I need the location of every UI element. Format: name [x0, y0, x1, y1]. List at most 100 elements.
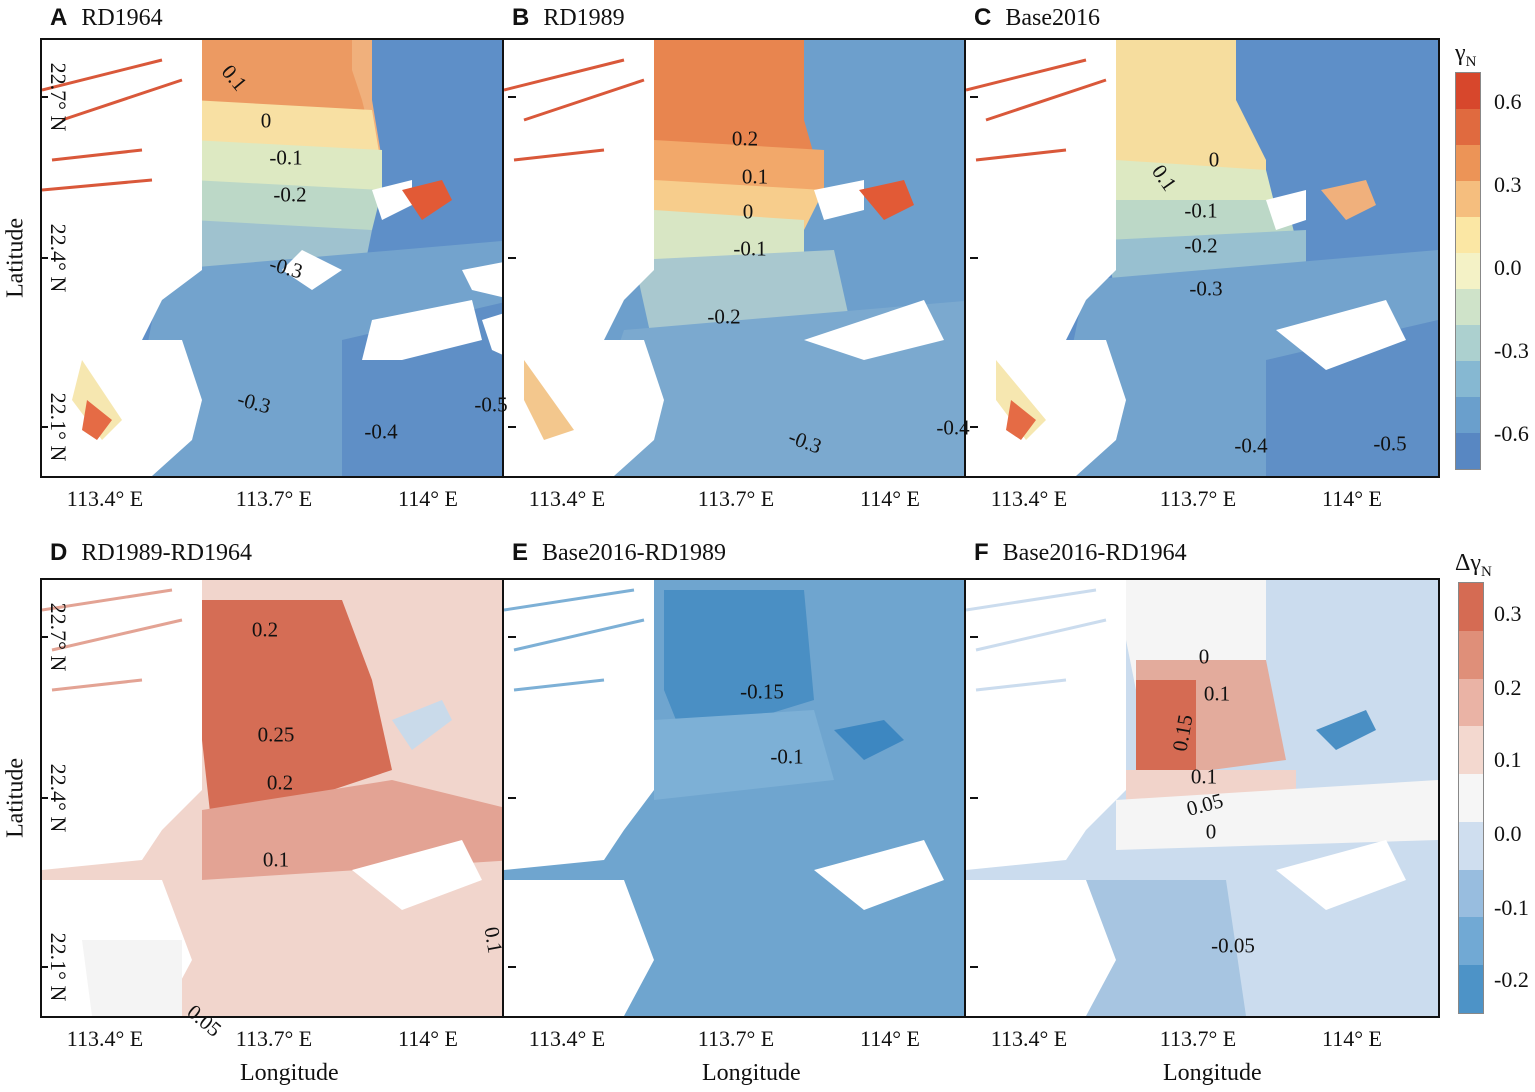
map-f — [966, 580, 1438, 1016]
colorbar-segment — [1456, 217, 1480, 253]
colorbar-segment — [1459, 726, 1483, 775]
y-tick-mark — [970, 636, 978, 638]
x-tick: 114° E — [1322, 486, 1382, 511]
colorbar-segment — [1456, 253, 1480, 289]
contour-label: -0.4 — [936, 415, 970, 440]
y-tick-mark — [508, 797, 516, 799]
colorbar-tick: -0.6 — [1494, 421, 1529, 446]
y-tick: 22.1° N — [46, 932, 71, 1002]
y-tick: 22.7° N — [46, 602, 71, 672]
contour-label: 0.1 — [741, 164, 769, 189]
colorbar-segment — [1456, 73, 1480, 109]
y-tick-mark — [970, 96, 978, 98]
panel-title-text: RD1989 — [543, 5, 625, 31]
y-tick: 22.4° N — [46, 223, 71, 293]
y-tick: 22.1° N — [46, 392, 71, 462]
colorbar-tick: 0.0 — [1494, 255, 1522, 280]
contour-label: 0 — [1205, 819, 1217, 844]
map-panel-b — [502, 38, 978, 478]
x-tick: 113.7° E — [235, 1026, 313, 1051]
contour-label: 0.2 — [266, 770, 294, 795]
panel-e-title: E Base2016-RD1989 — [512, 539, 726, 567]
colorbar-top — [1455, 72, 1481, 470]
contour-label: -0.4 — [1234, 433, 1268, 458]
y-tick: 22.4° N — [46, 763, 71, 833]
colorbar-symbol: Δγ — [1455, 550, 1482, 576]
colorbar-subscript: N — [1481, 563, 1492, 580]
x-tick: 113.4° E — [66, 486, 144, 511]
x-tick: 114° E — [860, 486, 920, 511]
x-tick: 114° E — [398, 1026, 458, 1051]
contour-label: 0.25 — [257, 722, 295, 747]
panel-f-title: F Base2016-RD1964 — [974, 539, 1187, 567]
colorbar-segment — [1459, 583, 1483, 631]
colorbar-segment — [1459, 678, 1483, 727]
colorbar-segment — [1459, 965, 1483, 1013]
panel-letter: E — [512, 539, 529, 566]
contour-label: -0.05 — [1211, 933, 1255, 958]
panel-title-text: RD1989-RD1964 — [81, 540, 253, 566]
colorbar-symbol: γ — [1455, 40, 1466, 66]
contour-label: -0.5 — [1373, 431, 1407, 456]
contour-label: 0.2 — [251, 617, 279, 642]
x-tick: 113.4° E — [990, 486, 1068, 511]
panel-title-text: Base2016-RD1964 — [1002, 540, 1187, 566]
y-tick-mark — [508, 96, 516, 98]
panel-letter: B — [512, 4, 530, 31]
map-panel-e — [502, 578, 978, 1018]
panel-letter: A — [50, 4, 68, 31]
contour-label: 0 — [260, 108, 272, 133]
map-d — [42, 580, 514, 1016]
contour-label: -0.2 — [707, 304, 741, 329]
map-a — [42, 40, 514, 476]
map-b — [504, 40, 976, 476]
colorbar-segment — [1456, 109, 1480, 145]
panel-letter: C — [974, 4, 992, 31]
colorbar-segment — [1456, 361, 1480, 397]
colorbar-tick: 0.3 — [1494, 601, 1522, 626]
y-tick: 22.7° N — [46, 62, 71, 132]
x-tick: 113.4° E — [528, 486, 606, 511]
x-tick: 113.7° E — [697, 486, 775, 511]
colorbar-segment — [1456, 181, 1480, 217]
colorbar-tick: 0.1 — [1494, 747, 1522, 772]
y-tick-mark — [40, 257, 48, 259]
y-axis-title: Latitude — [2, 758, 29, 838]
colorbar-segment — [1459, 869, 1483, 918]
panel-c-title: C Base2016 — [974, 4, 1100, 32]
y-tick-mark — [40, 636, 48, 638]
contour-label: -0.4 — [364, 419, 398, 444]
colorbar-segment — [1456, 289, 1480, 325]
contour-label: 0 — [1198, 644, 1210, 669]
colorbar-tick: 0.6 — [1494, 89, 1522, 114]
x-tick: 114° E — [398, 486, 458, 511]
colorbar-bottom — [1458, 582, 1484, 1014]
panel-letter: D — [50, 539, 68, 566]
x-axis-title: Longitude — [702, 1060, 801, 1086]
panel-title-text: Base2016 — [1005, 5, 1100, 31]
map-panel-a — [40, 38, 516, 478]
panel-d-title: D RD1989-RD1964 — [50, 539, 253, 567]
colorbar-tick: -0.1 — [1494, 895, 1529, 920]
y-tick-mark — [508, 426, 516, 428]
y-tick-mark — [970, 966, 978, 968]
colorbar-tick: -0.2 — [1494, 967, 1529, 992]
x-tick: 114° E — [1322, 1026, 1382, 1051]
panel-a-title: A RD1964 — [50, 4, 163, 32]
map-e — [504, 580, 976, 1016]
y-tick-mark — [508, 636, 516, 638]
panel-letter: F — [974, 539, 989, 566]
colorbar-segment — [1456, 397, 1480, 433]
colorbar-bottom-title: ΔγN — [1455, 550, 1492, 581]
y-tick-mark — [508, 966, 516, 968]
contour-label: 0.1 — [262, 847, 290, 872]
y-tick-mark — [508, 257, 516, 259]
y-axis-title: Latitude — [2, 218, 29, 298]
colorbar-tick: -0.3 — [1494, 338, 1529, 363]
y-tick-mark — [970, 797, 978, 799]
contour-label: -0.1 — [1184, 198, 1218, 223]
contour-label: -0.2 — [1184, 233, 1218, 258]
y-tick-mark — [40, 96, 48, 98]
panel-b-title: B RD1989 — [512, 4, 625, 32]
y-tick-mark — [40, 797, 48, 799]
